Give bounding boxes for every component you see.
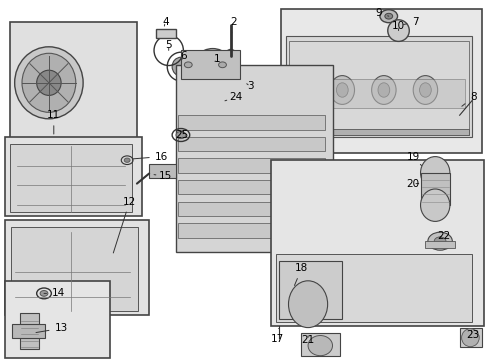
Bar (10, 144, 132, 212)
Bar (5, 137, 142, 216)
Bar (178, 158, 325, 173)
Text: 8: 8 (461, 92, 476, 106)
Ellipse shape (207, 67, 217, 77)
Ellipse shape (294, 83, 306, 97)
Text: 2: 2 (230, 17, 237, 35)
Ellipse shape (420, 157, 449, 189)
Circle shape (384, 13, 392, 19)
Text: 20: 20 (406, 179, 419, 189)
Bar (181, 50, 239, 79)
Bar (178, 137, 325, 151)
Text: 5: 5 (165, 40, 172, 50)
Ellipse shape (419, 83, 430, 97)
Ellipse shape (288, 76, 312, 104)
Bar (149, 164, 176, 178)
Bar (178, 115, 325, 130)
Ellipse shape (461, 329, 478, 347)
Text: 15: 15 (154, 171, 172, 181)
Bar (281, 9, 481, 153)
Bar (288, 41, 468, 135)
Bar (300, 333, 339, 356)
Text: 11: 11 (47, 110, 61, 134)
Ellipse shape (238, 79, 245, 87)
Circle shape (40, 291, 48, 296)
Bar (271, 160, 483, 326)
Ellipse shape (172, 57, 189, 76)
Text: 18: 18 (294, 263, 308, 285)
Ellipse shape (377, 83, 389, 97)
Ellipse shape (198, 56, 227, 88)
Text: 14: 14 (44, 288, 65, 298)
Bar (10, 22, 137, 144)
Ellipse shape (233, 74, 250, 92)
Text: 16: 16 (132, 152, 168, 162)
Text: 1: 1 (214, 54, 221, 64)
Ellipse shape (371, 76, 395, 104)
Text: 19: 19 (406, 152, 421, 166)
Circle shape (379, 10, 397, 23)
Text: 17: 17 (270, 329, 284, 344)
Circle shape (41, 286, 56, 297)
Text: 24: 24 (224, 92, 243, 102)
Bar (278, 261, 342, 319)
Ellipse shape (288, 281, 327, 328)
Text: 21: 21 (301, 335, 314, 345)
Ellipse shape (329, 76, 354, 104)
Ellipse shape (336, 83, 347, 97)
Bar (178, 202, 325, 216)
Bar (11, 227, 138, 311)
Bar (176, 65, 332, 252)
Ellipse shape (427, 232, 451, 250)
Circle shape (176, 131, 185, 139)
Ellipse shape (224, 49, 236, 62)
Text: 7: 7 (403, 17, 418, 27)
Bar (5, 281, 110, 358)
Ellipse shape (22, 53, 76, 112)
Text: 12: 12 (113, 197, 136, 253)
Bar (178, 180, 325, 194)
Text: 6: 6 (180, 51, 186, 61)
Text: 23: 23 (465, 330, 479, 340)
Bar (459, 328, 481, 347)
Bar (276, 254, 471, 322)
Bar (156, 29, 176, 38)
Bar (288, 129, 468, 135)
Bar (5, 220, 149, 315)
Text: 25: 25 (175, 130, 188, 140)
Text: 3: 3 (246, 81, 253, 91)
Text: 22: 22 (436, 231, 450, 241)
Text: 4: 4 (162, 17, 168, 27)
Ellipse shape (190, 49, 234, 95)
Text: 13: 13 (36, 323, 68, 333)
Ellipse shape (387, 20, 408, 41)
Ellipse shape (15, 47, 83, 119)
Bar (420, 173, 449, 205)
Circle shape (218, 62, 226, 68)
Ellipse shape (37, 70, 61, 95)
Text: 10: 10 (391, 21, 404, 31)
Bar (425, 241, 454, 248)
Bar (293, 79, 464, 108)
Circle shape (124, 158, 130, 162)
Ellipse shape (307, 336, 332, 356)
Bar (178, 223, 325, 238)
Text: 9: 9 (375, 8, 388, 18)
Bar (20, 313, 39, 349)
Ellipse shape (420, 189, 449, 221)
Bar (12, 324, 45, 338)
Circle shape (184, 62, 192, 68)
Ellipse shape (412, 76, 437, 104)
Bar (285, 36, 471, 137)
Ellipse shape (433, 237, 445, 246)
